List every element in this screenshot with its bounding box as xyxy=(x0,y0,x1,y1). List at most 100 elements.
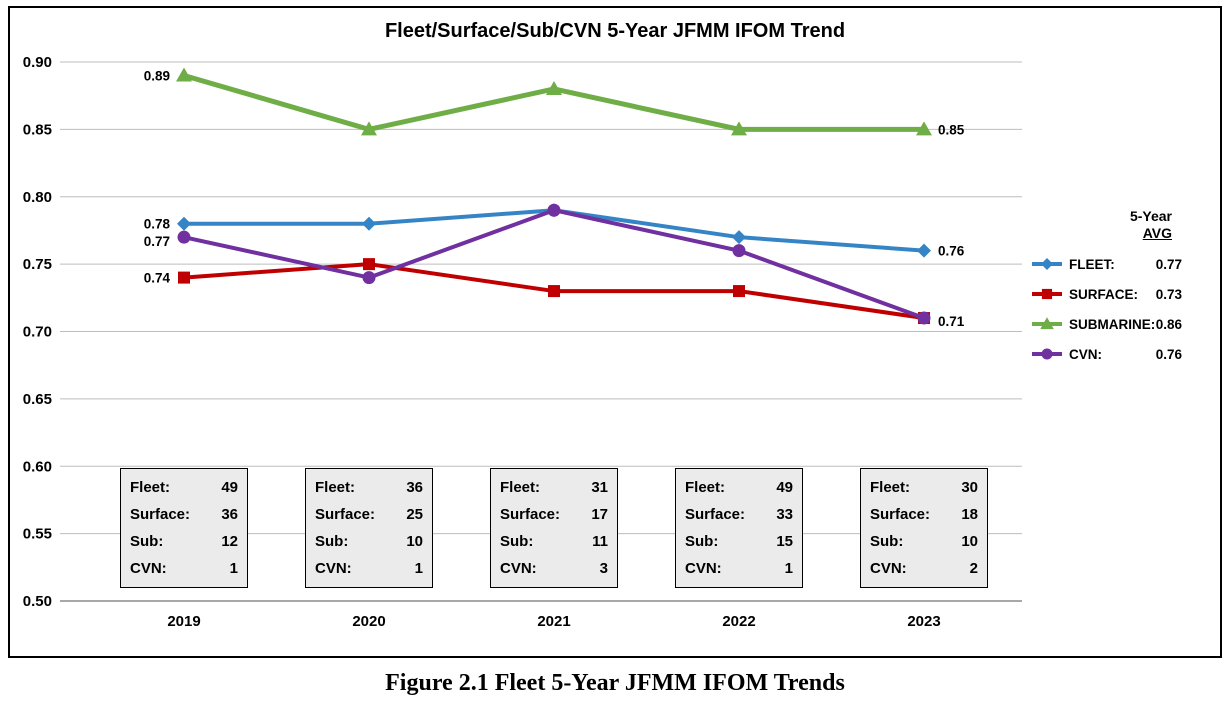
year-box-2023: Fleet: 30 Surface: 18 Sub: 10 CVN: 2 xyxy=(860,468,988,588)
year-box-label: CVN: xyxy=(685,560,722,577)
marker-triangle xyxy=(361,121,377,136)
year-box-label: Fleet: xyxy=(870,479,911,496)
year-box-label: Fleet: xyxy=(315,479,356,496)
year-box-value: 49 xyxy=(776,479,793,496)
year-box-value: 25 xyxy=(406,506,423,523)
legend-value-fleet: 0.77 xyxy=(1155,256,1182,272)
year-box-2021: Fleet: 31 Surface: 17 Sub: 11 CVN: 3 xyxy=(490,468,618,588)
legend-header-avg: AVG xyxy=(1142,225,1172,241)
year-box-row: Sub: 10 xyxy=(870,528,978,555)
year-box-value: 15 xyxy=(776,533,793,550)
year-box-row: Sub: 15 xyxy=(685,528,793,555)
year-box-row: Surface: 17 xyxy=(500,501,608,528)
point-label: 0.89 xyxy=(144,68,170,83)
point-label: 0.71 xyxy=(938,314,965,329)
year-box-label: Sub: xyxy=(500,533,534,550)
year-box-row: Sub: 10 xyxy=(315,528,423,555)
marker-triangle xyxy=(731,121,747,136)
year-box-row: CVN: 3 xyxy=(500,555,608,582)
marker-circle xyxy=(177,230,191,244)
marker-circle xyxy=(1041,348,1053,360)
legend: 5-Year AVG FLEET: 0.77 SURFACE: 0.73 SUB… xyxy=(1030,208,1182,369)
y-tick-label: 0.80 xyxy=(23,189,52,206)
year-box-value: 1 xyxy=(414,560,423,577)
legend-entry-submarine: SUBMARINE: 0.86 xyxy=(1030,309,1182,339)
marker-triangle xyxy=(916,121,932,136)
year-box-2022: Fleet: 49 Surface: 33 Sub: 15 CVN: 1 xyxy=(675,468,803,588)
year-box-value: 2 xyxy=(969,560,978,577)
x-tick-label: 2023 xyxy=(907,613,940,630)
legend-header-5year: 5-Year xyxy=(1129,208,1172,224)
legend-label-cvn: CVN: xyxy=(1069,346,1102,362)
marker-diamond xyxy=(1041,258,1053,270)
year-box-label: Sub: xyxy=(685,533,719,550)
point-label: 0.74 xyxy=(144,271,171,286)
year-box-row: Fleet: 36 xyxy=(315,474,423,501)
y-tick-label: 0.75 xyxy=(23,256,52,273)
year-box-label: CVN: xyxy=(130,560,167,577)
legend-value-surface: 0.73 xyxy=(1155,286,1182,302)
year-box-label: Surface: xyxy=(870,506,931,523)
year-box-row: Fleet: 49 xyxy=(685,474,793,501)
legend-label-fleet: FLEET: xyxy=(1069,256,1115,272)
marker-square xyxy=(1041,288,1053,300)
y-tick-label: 0.55 xyxy=(23,526,52,543)
year-box-label: Sub: xyxy=(130,533,164,550)
marker-diamond xyxy=(362,216,376,231)
y-tick-label: 0.90 xyxy=(23,54,52,71)
cvn-series-icon xyxy=(1032,348,1062,360)
year-box-label: Fleet: xyxy=(500,479,541,496)
year-box-label: Surface: xyxy=(685,506,746,523)
y-tick-label: 0.65 xyxy=(23,391,52,408)
year-box-row: Surface: 33 xyxy=(685,501,793,528)
year-box-row: Sub: 12 xyxy=(130,528,238,555)
marker-circle xyxy=(917,311,931,325)
marker-square xyxy=(178,271,190,284)
legend-value-submarine: 0.86 xyxy=(1155,316,1182,332)
year-box-label: CVN: xyxy=(315,560,352,577)
year-box-row: CVN: 1 xyxy=(685,555,793,582)
legend-label-submarine: SUBMARINE: xyxy=(1069,316,1156,332)
x-tick-label: 2019 xyxy=(167,613,200,630)
year-box-value: 18 xyxy=(961,506,978,523)
year-box-row: Surface: 36 xyxy=(130,501,238,528)
year-box-label: CVN: xyxy=(870,560,907,577)
year-box-value: 1 xyxy=(229,560,238,577)
year-box-value: 3 xyxy=(599,560,608,577)
year-box-value: 10 xyxy=(406,533,423,550)
legend-avg-header: 5-Year AVG xyxy=(1030,208,1182,242)
legend-entry-cvn: CVN: 0.76 xyxy=(1030,339,1182,369)
year-box-row: Fleet: 31 xyxy=(500,474,608,501)
year-box-label: Fleet: xyxy=(130,479,171,496)
year-box-value: 33 xyxy=(776,506,793,523)
year-box-value: 11 xyxy=(592,533,608,550)
marker-triangle xyxy=(1040,317,1054,330)
y-tick-label: 0.50 xyxy=(23,593,52,610)
year-box-row: CVN: 1 xyxy=(315,555,423,582)
y-tick-label: 0.60 xyxy=(23,458,52,475)
surface-series-icon xyxy=(1032,288,1062,300)
year-box-label: Surface: xyxy=(500,506,561,523)
trend-chart: 0.90 0.85 0.80 0.75 0.70 0.65 0.60 0.55 0.50 2019… xyxy=(23,54,1022,630)
year-box-value: 30 xyxy=(961,479,978,496)
marker-circle xyxy=(732,244,746,258)
legend-entry-fleet: FLEET: 0.77 xyxy=(1030,249,1182,279)
marker-diamond xyxy=(917,243,931,258)
year-box-row: Fleet: 49 xyxy=(130,474,238,501)
legend-label-surface: SURFACE: xyxy=(1069,286,1139,302)
year-box-value: 10 xyxy=(961,533,978,550)
point-label: 0.77 xyxy=(144,234,170,249)
year-box-value: 12 xyxy=(221,533,238,550)
chart-title: Fleet/Surface/Sub/CVN 5-Year JFMM IFOM T… xyxy=(384,20,846,42)
year-box-label: Surface: xyxy=(130,506,191,523)
marker-circle xyxy=(362,271,376,285)
x-tick-label: 2021 xyxy=(537,613,570,630)
point-label: 0.76 xyxy=(938,244,965,259)
year-box-row: Sub: 11 xyxy=(500,528,608,555)
year-box-row: Surface: 18 xyxy=(870,501,978,528)
marker-square xyxy=(363,258,375,271)
marker-triangle xyxy=(546,80,562,95)
year-box-label: Sub: xyxy=(870,533,904,550)
year-box-label: Fleet: xyxy=(685,479,726,496)
year-box-row: CVN: 1 xyxy=(130,555,238,582)
